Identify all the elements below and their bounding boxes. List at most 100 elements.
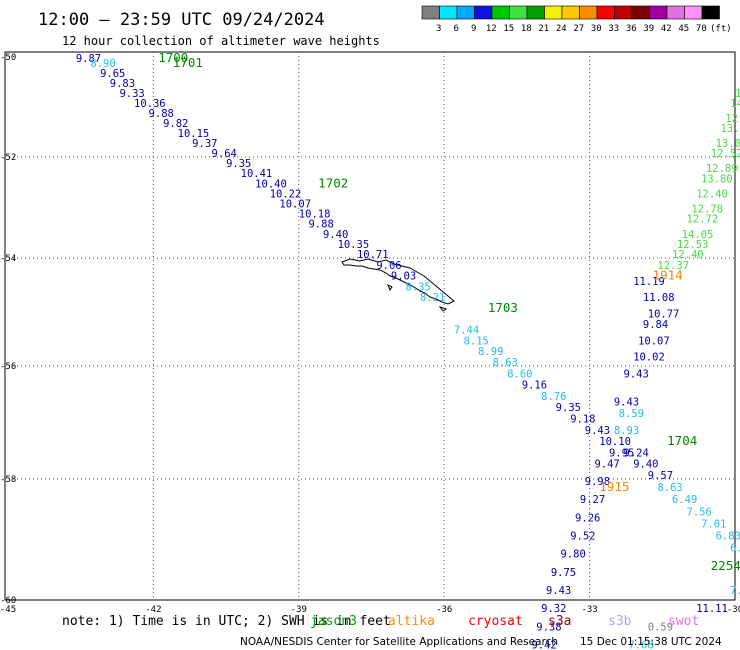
colorbar-swatch	[666, 5, 685, 20]
wave-height-value: 9.95	[609, 447, 634, 459]
wave-height-value: 12.37	[657, 260, 689, 272]
colorbar-label: 18	[521, 24, 532, 34]
wave-height-value: 9.24	[624, 447, 649, 459]
satellite-legend-item: s3b	[608, 614, 632, 629]
wave-height-value: 10.18	[299, 209, 331, 221]
satellite-legend-item: s3a	[548, 614, 571, 629]
satellite-legend-item: jason3	[310, 614, 357, 629]
colorbar-swatch	[439, 5, 458, 20]
colorbar-label: 36	[626, 24, 637, 34]
graticule	[5, 52, 735, 600]
wave-height-value: 9.16	[522, 380, 547, 392]
wave-height-value: 8.90	[90, 58, 115, 70]
footer-timestamp: 15 Dec 01:15:38 UTC 2024	[580, 636, 722, 648]
wave-height-value: 9.43	[614, 397, 639, 409]
wave-height-value: 10.71	[357, 249, 389, 261]
wave-height-value: 9.82	[163, 118, 188, 130]
colorbar-swatch	[684, 5, 703, 20]
wave-height-value: 9.84	[643, 319, 668, 331]
latitude-tick-label: -60	[0, 596, 16, 606]
wave-height-value: 7.20	[730, 585, 740, 597]
colorbar-label: 30	[591, 24, 602, 34]
wave-height-colorbar: 3 6 9 12 15 18 21 24 27 30 33 36 39 42 45 70	[421, 5, 720, 34]
wave-height-value: 12.53	[677, 239, 709, 251]
wave-height-value: 10.41	[241, 168, 273, 180]
colorbar-swatch	[474, 5, 493, 20]
wave-height-value: 7.01	[701, 518, 726, 530]
satellite-legend-item: altika	[388, 614, 435, 629]
wave-height-value: 8.21	[420, 292, 445, 304]
satellite-legend: jason3 altika cryosat s3a s3b swot	[310, 614, 699, 629]
wave-height-value: 10.77	[648, 308, 680, 320]
wave-height-value: 14.05	[682, 229, 714, 241]
wave-height-value: 9.87	[76, 53, 101, 65]
latitude-labels: -50 -52 -54 -56 -58 -60	[0, 53, 16, 606]
colorbar-label: 33	[608, 24, 619, 34]
satellite-legend-item: swot	[668, 614, 699, 629]
wave-height-value: 10.36	[134, 98, 166, 110]
pass-time-label: 1702	[318, 175, 348, 190]
colorbar-label: 42	[661, 24, 672, 34]
colorbar-swatch	[491, 5, 510, 20]
colorbar-swatch	[579, 5, 598, 20]
longitude-tick-label: -42	[145, 605, 161, 615]
wave-height-value: 9.26	[575, 512, 600, 524]
wave-height-value: 9.37	[192, 138, 217, 150]
colorbar-swatch	[421, 5, 440, 20]
colorbar-label: 45	[678, 24, 689, 34]
south-georgia-inner-detail	[387, 283, 448, 312]
wave-height-value: 9.75	[551, 567, 576, 579]
wave-height-value: 7.68	[628, 639, 653, 650]
colorbar-unit: (ft)	[710, 24, 732, 34]
colorbar-swatch	[701, 5, 720, 20]
wave-height-value: 8.59	[619, 408, 644, 420]
wave-height-value: 7.56	[687, 506, 712, 518]
wave-height-value: 9.35	[556, 402, 581, 414]
wave-height-value: 9.43	[585, 425, 610, 437]
longitude-tick-label: -45	[0, 605, 16, 615]
wave-height-value: 9.80	[561, 549, 586, 561]
latitude-tick-label: -54	[0, 254, 16, 264]
wave-height-value: 9.40	[633, 459, 658, 471]
wave-height-value: 13.60	[720, 123, 740, 135]
wave-height-value: 10.07	[279, 199, 311, 211]
wave-height-value: 13.03	[716, 138, 740, 150]
colorbar-label: 39	[643, 24, 654, 34]
wave-height-value: 8.63	[657, 482, 682, 494]
wave-height-value: 11.11	[696, 603, 728, 615]
wave-height-value: 10.35	[338, 239, 370, 251]
pass-time-label: 1701	[173, 55, 203, 70]
wave-height-value: 6.49	[672, 494, 697, 506]
wave-height-value: 9.43	[546, 585, 571, 597]
wave-height-value: 9.27	[580, 494, 605, 506]
wave-height-value: 11.08	[643, 292, 675, 304]
wave-height-value: 10.02	[633, 352, 665, 364]
wave-height-value: 9.06	[376, 260, 401, 272]
longitude-tick-label: -30	[727, 605, 740, 615]
wave-height-value: 6.69	[730, 543, 740, 555]
wave-height-value: 12.40	[696, 188, 728, 200]
south-georgia-coastline	[341, 258, 455, 305]
wave-height-value: 8.76	[541, 391, 566, 403]
wave-height-value: 12.78	[691, 204, 723, 216]
wave-height-value: 9.40	[323, 229, 348, 241]
wave-height-value: 8.93	[614, 425, 639, 437]
wave-height-value: 7.44	[454, 325, 479, 337]
wave-height-value: 9.64	[212, 148, 237, 160]
wave-height-value: 9.42	[531, 639, 556, 650]
wave-height-value: 13.80	[701, 173, 733, 185]
footer-note: note: 1) Time is in UTC; 2) SWH is in fe…	[62, 614, 391, 629]
wave-height-value: 8.99	[478, 346, 503, 358]
footer-credit: NOAA/NESDIS Center for Satellite Applica…	[240, 636, 558, 648]
latitude-tick-label: -56	[0, 362, 16, 372]
wave-height-value: 9.88	[149, 108, 174, 120]
pass-time-label: 2254	[711, 558, 740, 573]
wave-height-value: 9.43	[624, 368, 649, 380]
wave-height-value: 9.57	[648, 470, 673, 482]
colorbar-swatch	[456, 5, 475, 20]
colorbar-swatch	[544, 5, 563, 20]
latitude-tick-label: -50	[0, 53, 16, 63]
longitude-tick-label: -36	[436, 605, 452, 615]
wave-height-value: 8.60	[507, 368, 532, 380]
